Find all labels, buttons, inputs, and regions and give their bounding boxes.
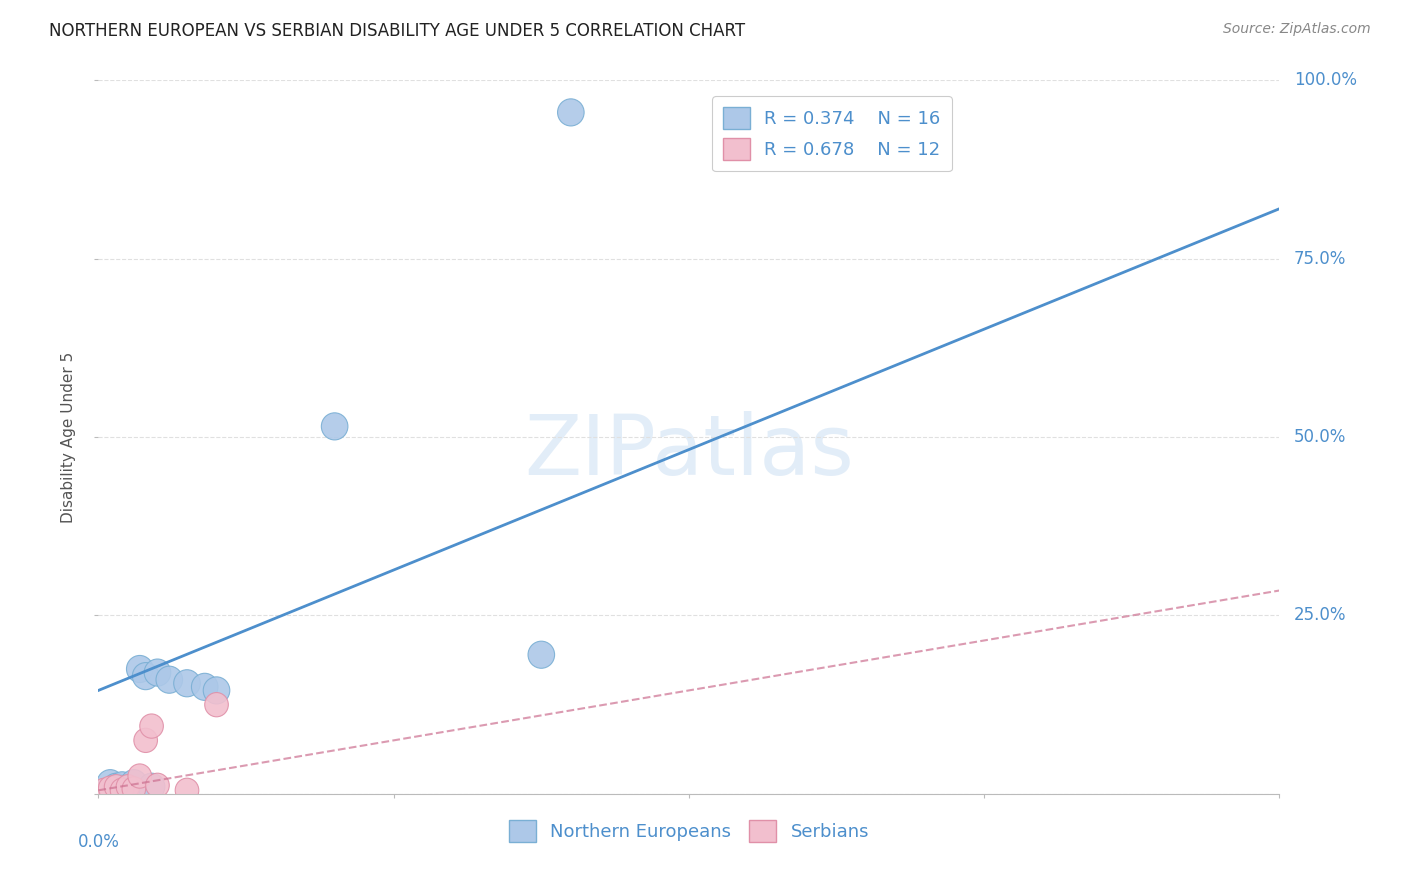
- Ellipse shape: [322, 413, 347, 440]
- Ellipse shape: [191, 673, 218, 700]
- Ellipse shape: [529, 641, 554, 668]
- Ellipse shape: [145, 659, 170, 686]
- Text: Source: ZipAtlas.com: Source: ZipAtlas.com: [1223, 22, 1371, 37]
- Ellipse shape: [93, 778, 117, 803]
- Ellipse shape: [122, 777, 146, 801]
- Text: ZIPatlas: ZIPatlas: [524, 411, 853, 491]
- Ellipse shape: [117, 774, 139, 799]
- Ellipse shape: [128, 764, 152, 789]
- Ellipse shape: [104, 774, 128, 799]
- Ellipse shape: [204, 677, 229, 704]
- Ellipse shape: [558, 99, 583, 126]
- Y-axis label: Disability Age Under 5: Disability Age Under 5: [60, 351, 76, 523]
- Text: 0.0%: 0.0%: [77, 833, 120, 851]
- Ellipse shape: [156, 666, 183, 693]
- Text: 75.0%: 75.0%: [1294, 250, 1346, 268]
- Ellipse shape: [127, 656, 153, 682]
- Ellipse shape: [138, 773, 165, 800]
- Ellipse shape: [115, 774, 141, 802]
- Text: 100.0%: 100.0%: [1294, 71, 1357, 89]
- Text: NORTHERN EUROPEAN VS SERBIAN DISABILITY AGE UNDER 5 CORRELATION CHART: NORTHERN EUROPEAN VS SERBIAN DISABILITY …: [49, 22, 745, 40]
- Ellipse shape: [98, 776, 122, 800]
- Ellipse shape: [132, 663, 159, 690]
- Ellipse shape: [174, 670, 200, 697]
- Text: 25.0%: 25.0%: [1294, 607, 1346, 624]
- Ellipse shape: [103, 773, 129, 800]
- Ellipse shape: [110, 778, 134, 803]
- Ellipse shape: [205, 692, 228, 717]
- Ellipse shape: [108, 772, 135, 799]
- Ellipse shape: [146, 773, 169, 797]
- Ellipse shape: [134, 728, 157, 753]
- Legend: Northern Europeans, Serbians: Northern Europeans, Serbians: [502, 813, 876, 849]
- Ellipse shape: [121, 770, 148, 797]
- Ellipse shape: [97, 770, 124, 797]
- Text: 50.0%: 50.0%: [1294, 428, 1346, 446]
- Ellipse shape: [139, 714, 163, 739]
- Ellipse shape: [176, 778, 198, 803]
